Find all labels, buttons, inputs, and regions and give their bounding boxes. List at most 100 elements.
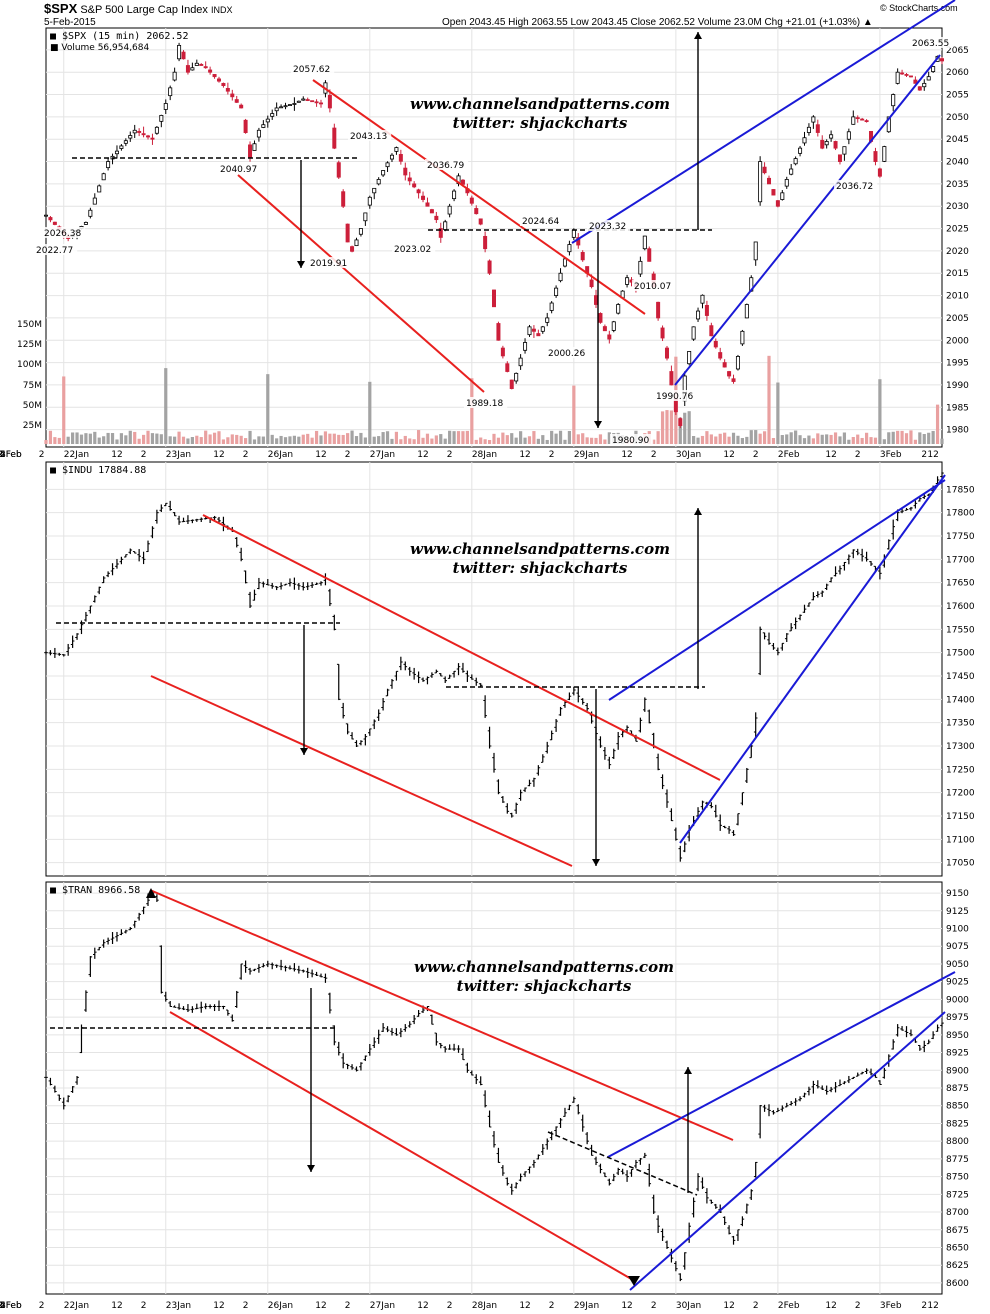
candle-body [469, 197, 474, 204]
candle-body [270, 113, 275, 117]
candle-body [664, 347, 669, 359]
candle-body [571, 229, 576, 238]
volume-bar [270, 434, 274, 444]
candle-body [549, 302, 554, 311]
candle-body [279, 106, 284, 109]
volume-bar [767, 355, 771, 444]
volume-bar [88, 433, 92, 444]
candle-body [753, 241, 758, 261]
volume-label: ■ Volume 56,954,684 [50, 43, 150, 53]
x-tick-label-inner: 2 [921, 450, 927, 460]
x-tick-label-inner: 4Feb [0, 450, 22, 460]
volume-bar [239, 435, 243, 444]
volume-bar [301, 434, 305, 444]
brand: © StockCharts.com [880, 3, 958, 13]
y-tick-label: 2040 [946, 158, 969, 168]
x-tick-label: 4Feb [0, 1301, 22, 1311]
candle-body [917, 86, 922, 91]
volume-bar [199, 437, 203, 444]
volume-bar [492, 433, 496, 444]
price-annotation: 2057.62 [293, 65, 330, 75]
price-annotation-bg [42, 227, 86, 238]
price-annotation: 2036.72 [836, 182, 873, 192]
candle-body [567, 244, 572, 253]
volume-bar [164, 368, 168, 444]
volume-bar [847, 439, 851, 444]
volume-bar [785, 434, 789, 444]
candle-body [425, 202, 430, 207]
volume-bar [519, 431, 523, 444]
candle-body [895, 71, 900, 84]
y-tick-label: 17100 [946, 835, 975, 845]
candle-body [860, 118, 865, 121]
volume-bar [740, 438, 744, 444]
volume-bar [416, 430, 421, 444]
volume-bar [496, 437, 501, 444]
volume-bar [856, 434, 860, 444]
candle-body [784, 179, 789, 187]
volume-bar [266, 374, 270, 444]
candle-body [669, 371, 674, 386]
candle-body [691, 326, 696, 340]
x-tick-label-inner: 12 [723, 450, 734, 460]
candle-body [660, 327, 665, 339]
volume-bar [940, 438, 944, 444]
volume-bar [235, 434, 239, 444]
watermark-line2: twitter: shjackcharts [453, 114, 628, 132]
candle-body [141, 133, 146, 136]
y-tick-label: 2000 [946, 336, 969, 346]
candle-body [775, 200, 780, 207]
candle-body [274, 107, 279, 112]
spx-blue-channel-bottom [674, 54, 941, 386]
volume-bar [864, 432, 869, 444]
y-tick-label: 1985 [946, 403, 969, 413]
price-annotation-bg [291, 63, 335, 74]
candle-body [824, 141, 829, 146]
candle-body [877, 168, 882, 177]
candle-body [891, 94, 896, 107]
volume-bar [381, 432, 385, 444]
price-annotation: 2023.32 [589, 222, 626, 232]
tran-down-arrow-head [307, 1165, 315, 1172]
x-tick-label-inner: 12 [111, 450, 122, 460]
candle-body [793, 158, 798, 165]
candle-body [252, 143, 257, 151]
candle-body [88, 209, 93, 217]
volume-bar [332, 433, 336, 444]
volume-bar [448, 430, 452, 444]
volume-bar [79, 434, 84, 444]
volume-bar [731, 432, 736, 444]
volume-bar [181, 436, 186, 444]
candle-body [829, 134, 834, 139]
candle-body [474, 208, 479, 215]
volume-bar [84, 433, 88, 444]
y-tick-label: 8675 [946, 1226, 969, 1236]
x-tick-label: 2Feb [778, 1301, 800, 1311]
candle-body [421, 195, 426, 200]
tran-up-arrow-head [684, 1067, 692, 1074]
volume-bar [390, 438, 394, 444]
candle-body [904, 74, 909, 76]
y-tick-label: 17400 [946, 695, 975, 705]
y-tick-label: 17500 [946, 649, 975, 659]
volume-bar [825, 434, 829, 444]
exchange: INDX [211, 5, 233, 15]
volume-bar [252, 439, 257, 444]
x-tick-label: 2 [855, 1301, 861, 1311]
candle-body [656, 301, 661, 319]
tran-red-channel-bottom [169, 1011, 634, 1281]
tran-bottom-marker [628, 1276, 640, 1286]
price-annotation-bg [632, 280, 676, 291]
candle-body [931, 66, 936, 72]
candle-body [505, 363, 510, 372]
candle-body [83, 222, 88, 225]
price-annotation: 2043.13 [350, 132, 387, 142]
candle-body [358, 228, 363, 235]
volume-bar [527, 436, 532, 444]
candle-body [265, 118, 270, 123]
candle-body [594, 295, 599, 305]
candle-body [589, 279, 594, 288]
volume-bar [341, 434, 345, 444]
price-annotation-bg [587, 220, 631, 231]
y-tick-label: 9125 [946, 907, 969, 917]
